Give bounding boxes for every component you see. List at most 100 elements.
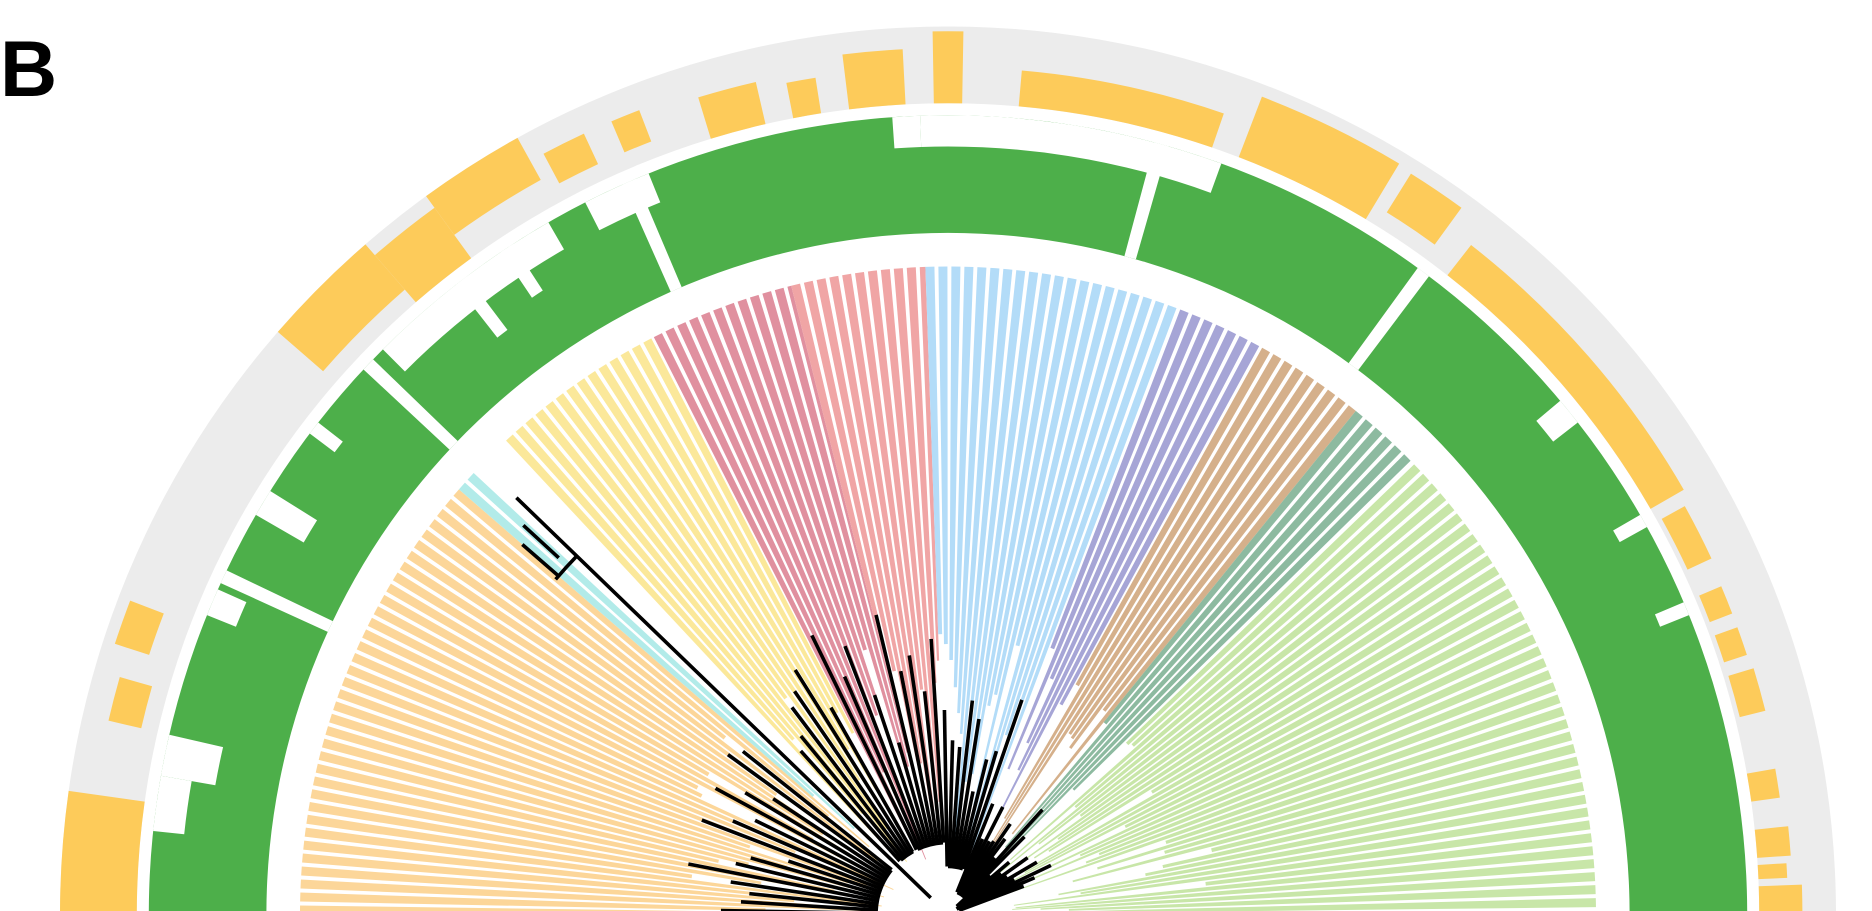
tip-wedge <box>962 273 1052 817</box>
tip-wedge <box>1072 454 1411 791</box>
tip-wedge <box>1162 769 1582 869</box>
tree-branch <box>959 750 999 869</box>
ring-gap <box>206 589 247 627</box>
tip-wedge <box>762 291 914 794</box>
tip-wedge <box>302 853 795 903</box>
tip-wedge <box>313 776 835 892</box>
tree-branch <box>962 808 1044 898</box>
tip-wedge <box>566 385 888 830</box>
ring-segment <box>374 207 472 303</box>
tree-branch <box>957 758 989 869</box>
tip-wedge <box>985 427 1383 873</box>
tip-wedge <box>1033 555 1493 859</box>
tip-wedge <box>665 327 905 823</box>
tree-branch <box>744 791 888 879</box>
tip-wedge <box>329 713 849 884</box>
tip-wedge <box>938 266 948 645</box>
tree-branch <box>953 718 981 868</box>
tip-wedge <box>1086 898 1596 911</box>
tree-branch <box>701 818 882 891</box>
tip-wedge <box>1007 314 1201 770</box>
tip-wedge <box>306 814 693 879</box>
tip-wedge <box>842 273 932 805</box>
tip-wedge <box>310 789 805 889</box>
tip-wedge <box>429 519 878 862</box>
tip-wedge <box>555 393 788 700</box>
tree-branch <box>793 669 912 855</box>
tip-wedge <box>987 277 1077 707</box>
tip-wedge <box>300 879 873 911</box>
tip-wedge <box>437 508 727 740</box>
tip-wedge <box>1015 286 1115 647</box>
tip-wedge <box>1048 566 1500 852</box>
tree-branch <box>730 880 878 906</box>
ring-gap <box>585 173 661 231</box>
tip-wedge <box>1103 410 1363 725</box>
tip-wedge <box>1068 885 1596 911</box>
tip-wedge <box>1004 296 1153 736</box>
tip-wedge <box>362 629 703 798</box>
tree-branch <box>741 749 893 872</box>
tree-branch <box>929 638 946 843</box>
tree-branch <box>521 543 560 578</box>
ring-gap <box>1654 602 1690 627</box>
tip-wedge <box>1059 341 1260 706</box>
tip-wedge <box>308 801 762 885</box>
ring-gap <box>153 775 192 835</box>
tree-branch <box>916 840 944 851</box>
ring-gap <box>501 244 543 298</box>
ring-segment <box>1447 245 1684 509</box>
tip-wedge <box>609 357 850 751</box>
ring-segment <box>611 110 652 153</box>
tip-wedge <box>304 827 882 907</box>
tip-wedge <box>341 677 779 850</box>
tree-branch <box>787 859 881 894</box>
tip-wedge <box>1124 622 1531 828</box>
ring-gap <box>220 570 333 632</box>
tree-branch <box>874 869 893 911</box>
tip-wedge <box>318 751 749 866</box>
ring-segment <box>1746 768 1780 802</box>
tip-wedge <box>919 266 940 661</box>
tip-wedge <box>576 378 802 702</box>
tip-wedge <box>973 282 1103 806</box>
ring-segment <box>108 677 153 729</box>
ring-segment <box>426 137 541 235</box>
ring-segment <box>1386 173 1462 245</box>
tip-wedge <box>925 266 943 635</box>
tip-wedge <box>413 540 778 796</box>
tip-wedge <box>1085 682 1557 864</box>
tip-wedge <box>1009 634 1537 886</box>
tip-wedge <box>1012 859 1595 910</box>
ring-segment <box>114 600 164 655</box>
tree-branch <box>740 900 877 911</box>
tip-wedge <box>1211 756 1579 853</box>
panel-label: B <box>0 24 57 113</box>
tip-wedge <box>949 266 961 661</box>
tip-wedge <box>1026 324 1225 744</box>
tip-wedge <box>301 866 842 909</box>
tip-wedge <box>535 409 866 813</box>
tree-branch <box>714 786 886 882</box>
tip-wedge <box>1009 483 1438 861</box>
ring-gap <box>1124 142 1169 260</box>
tip-wedge <box>631 344 839 714</box>
tip-wedge <box>829 275 923 764</box>
tip-wedge <box>1050 309 1189 650</box>
tree-branch <box>958 884 1025 911</box>
tip-wedge <box>701 312 927 860</box>
tree-branch <box>735 861 879 900</box>
tip-wedge <box>367 617 699 790</box>
tip-wedge <box>653 333 913 843</box>
ring-segment <box>932 31 964 104</box>
tip-wedge <box>643 338 855 734</box>
tip-wedge <box>1015 846 1594 909</box>
tip-wedge <box>953 266 974 688</box>
tip-wedge <box>300 892 766 911</box>
ring-gap <box>892 115 922 149</box>
tip-wedge <box>1151 577 1507 794</box>
tip-wedge <box>1145 781 1585 877</box>
tip-wedge <box>975 360 1293 869</box>
ring-gap <box>622 178 682 292</box>
